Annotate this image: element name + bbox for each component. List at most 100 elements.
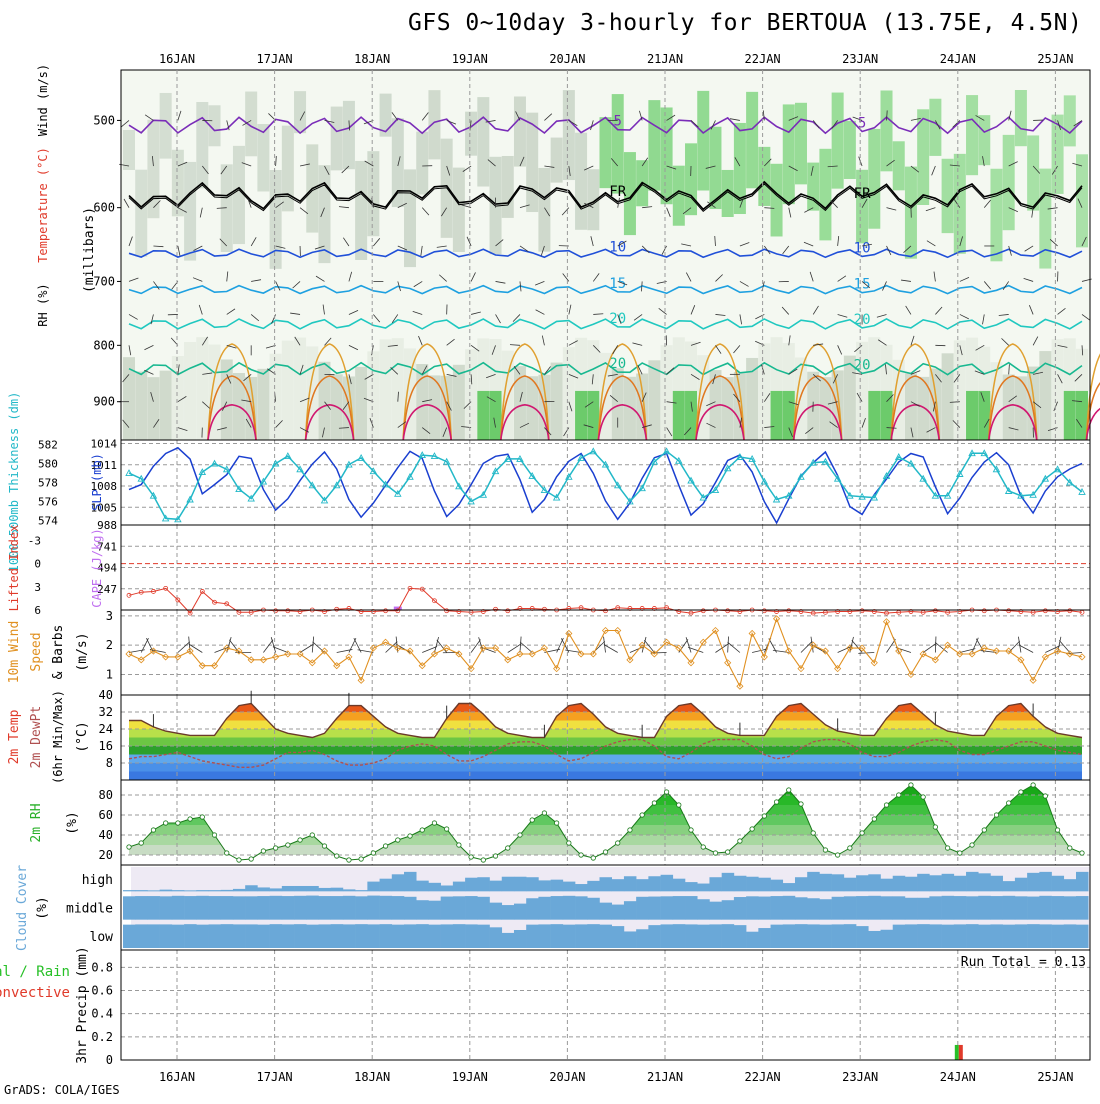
- contour-label: 20: [609, 356, 626, 372]
- cloud-bar: [881, 930, 894, 948]
- rh-point: [664, 790, 668, 794]
- rh-point: [151, 828, 155, 832]
- cloud-bar: [600, 877, 613, 891]
- cloud-bar: [428, 901, 441, 920]
- cloud-bar: [209, 924, 222, 948]
- rh-cell: [514, 96, 526, 166]
- rh-point: [420, 828, 424, 832]
- cloud-bar: [893, 876, 906, 892]
- cloud-bar: [819, 925, 832, 948]
- cloud-bar: [257, 896, 270, 920]
- rh-cell: [172, 150, 184, 217]
- cloud-bar: [868, 874, 881, 891]
- thickness-frame: [121, 440, 1090, 525]
- cloud-bar: [331, 888, 344, 892]
- day-label-top: 24JAN: [940, 52, 976, 66]
- rh-point: [689, 828, 693, 832]
- rh-cell: [233, 146, 245, 244]
- rh-point: [359, 857, 363, 861]
- day-label-bottom: 19JAN: [452, 1070, 488, 1084]
- rh-point: [212, 833, 216, 837]
- rh-tick: 60: [99, 808, 113, 822]
- rh-point: [335, 854, 339, 858]
- cloud-bar: [563, 882, 576, 892]
- cloud-bar: [392, 925, 405, 948]
- cloud-bar: [734, 876, 747, 892]
- rh-cell: [673, 391, 685, 440]
- cloud-bar: [697, 899, 710, 919]
- cloud-bar: [172, 925, 185, 948]
- rh-cell: [465, 349, 477, 440]
- rh-cell: [966, 95, 978, 175]
- rh-point: [787, 788, 791, 792]
- cloud-bar: [917, 874, 930, 892]
- temp-units-label: (°C): [75, 721, 90, 752]
- cloud-bar: [563, 925, 576, 948]
- rh-cell: [648, 360, 660, 440]
- rh-point: [322, 844, 326, 848]
- rh-point: [506, 846, 510, 850]
- rh-cell: [147, 377, 159, 440]
- wind-tick: 2: [106, 638, 113, 652]
- contour-label: 20: [609, 311, 626, 327]
- cloud-bar: [1027, 873, 1040, 891]
- rh-cell: [1027, 135, 1039, 210]
- rh-point: [444, 827, 448, 831]
- rh-cell: [1015, 90, 1027, 146]
- cloud-bar: [343, 896, 356, 920]
- cloud-bar: [783, 924, 796, 948]
- contour-label: FR: [609, 184, 626, 200]
- precip-bar: [955, 1045, 959, 1060]
- contour-label: 5: [613, 114, 621, 130]
- cloud-bar: [331, 924, 344, 948]
- rh-point: [677, 803, 681, 807]
- precip-tick: 0.4: [91, 1007, 113, 1021]
- rh-point: [945, 846, 949, 850]
- contour-label: 5: [858, 115, 866, 131]
- rh-cell: [135, 170, 147, 257]
- cloud-bar: [465, 924, 478, 948]
- rh-point: [188, 817, 192, 821]
- rh-point: [982, 828, 986, 832]
- pressure-tick: 500: [93, 113, 115, 127]
- day-label-bottom: 20JAN: [549, 1070, 585, 1084]
- cloud-bar: [355, 890, 368, 891]
- rh-cell: [954, 154, 966, 254]
- cloud-bar: [636, 897, 649, 920]
- rh-cell: [1064, 95, 1076, 146]
- temp-band: [121, 721, 1090, 730]
- cloud-bar: [196, 896, 209, 920]
- cloud-units-label: (%): [35, 896, 50, 919]
- precip-tick: 0.6: [91, 984, 113, 998]
- cloud-bar: [624, 931, 637, 948]
- cloud-bar: [954, 876, 967, 892]
- cloud-bar: [221, 890, 234, 891]
- cloud-bar: [1015, 924, 1028, 948]
- temp-band: [121, 772, 1090, 781]
- rh-cell: [355, 367, 367, 440]
- cloud-bar: [819, 899, 832, 919]
- cloud-bar: [416, 881, 429, 892]
- temp-tick: 40: [99, 688, 113, 702]
- rh-cell: [648, 100, 660, 191]
- rh-cell: [771, 164, 783, 237]
- cloud-bar: [306, 896, 319, 920]
- rh-point: [225, 851, 229, 855]
- day-label-bottom: 25JAN: [1037, 1070, 1073, 1084]
- cloud-bar: [233, 889, 246, 891]
- cloud-bar: [600, 903, 613, 920]
- rh-band: [121, 815, 1090, 825]
- temp-tick: 16: [99, 739, 113, 753]
- cloud-bar: [648, 876, 661, 891]
- cloud-bar: [221, 924, 234, 948]
- cloud-bar: [636, 929, 649, 948]
- rh-cell: [758, 147, 770, 206]
- wind-barb: [520, 642, 532, 652]
- rh-cell: [477, 97, 489, 186]
- cloud-bar: [404, 897, 417, 920]
- rh-cell: [990, 169, 1002, 262]
- rh-cell: [1039, 169, 1051, 269]
- rh-point: [811, 831, 815, 835]
- cloud-bar: [343, 889, 356, 891]
